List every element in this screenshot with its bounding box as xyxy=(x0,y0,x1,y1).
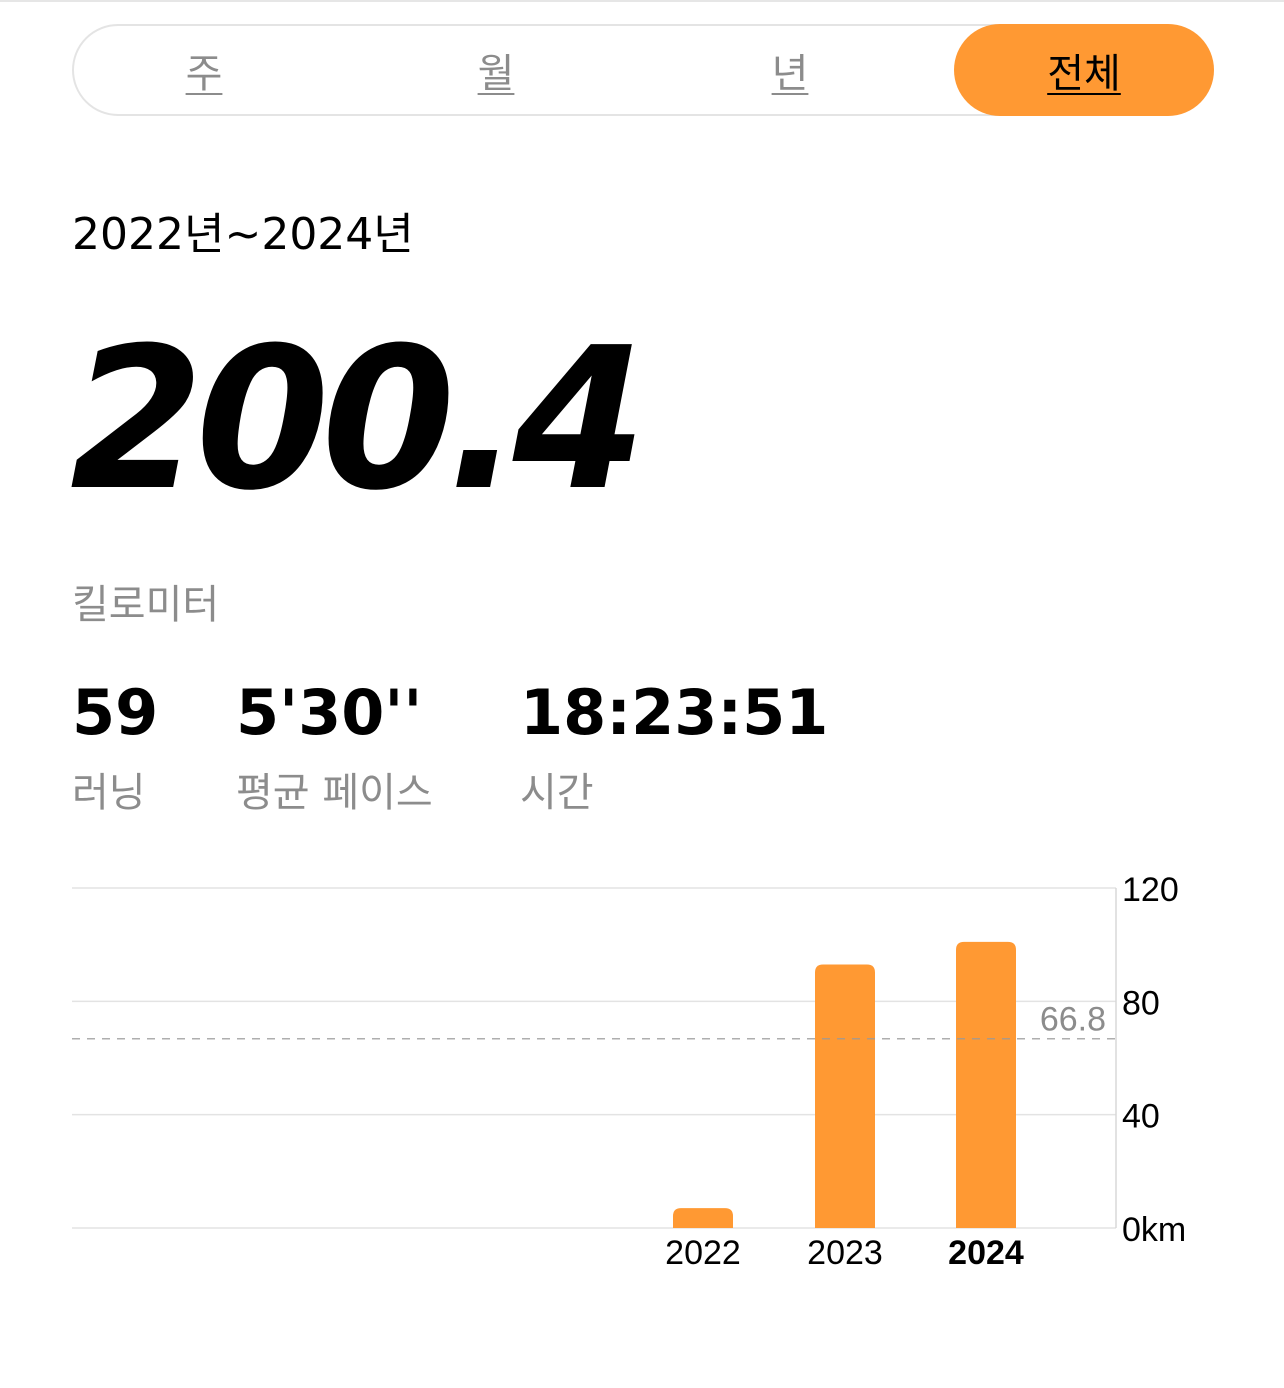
avg-pace-value: 5'30'' xyxy=(236,676,423,749)
date-range: 2022년~2024년 xyxy=(72,209,414,260)
bar-2022 xyxy=(673,1208,733,1228)
total-distance-unit: 킬로미터 xyxy=(72,582,220,628)
x-tick-label: 2022 xyxy=(665,1234,741,1272)
total-time-label: 시간 xyxy=(520,770,594,816)
y-tick-label: 80 xyxy=(1122,984,1160,1022)
average-label: 66.8 xyxy=(1040,1001,1106,1039)
y-tick-label: 120 xyxy=(1122,871,1179,909)
tab-all[interactable]: 전체 xyxy=(954,24,1214,116)
run-count-value: 59 xyxy=(72,676,159,749)
x-tick-label: 2023 xyxy=(807,1234,883,1272)
bar-2024 xyxy=(956,941,1016,1228)
y-tick-label: 40 xyxy=(1122,1098,1160,1136)
tab-week[interactable]: 주 xyxy=(185,51,223,97)
run-count-label: 러닝 xyxy=(72,770,146,816)
x-tick-label: 2024 xyxy=(948,1234,1024,1272)
period-segmented-control: 주 월 년 전체 xyxy=(72,24,1214,116)
tab-year[interactable]: 년 xyxy=(771,51,809,97)
top-divider xyxy=(0,0,1284,2)
total-distance-value: 200.4 xyxy=(70,306,646,534)
bar-2023 xyxy=(815,964,875,1228)
tab-month[interactable]: 월 xyxy=(477,51,515,97)
distance-bar-chart: 120 80 40 0km 2022 2023 2024 66.8 xyxy=(72,871,1186,1272)
y-tick-label: 0km xyxy=(1122,1211,1186,1249)
avg-pace-label: 평균 페이스 xyxy=(236,770,433,816)
total-time-value: 18:23:51 xyxy=(520,676,829,749)
